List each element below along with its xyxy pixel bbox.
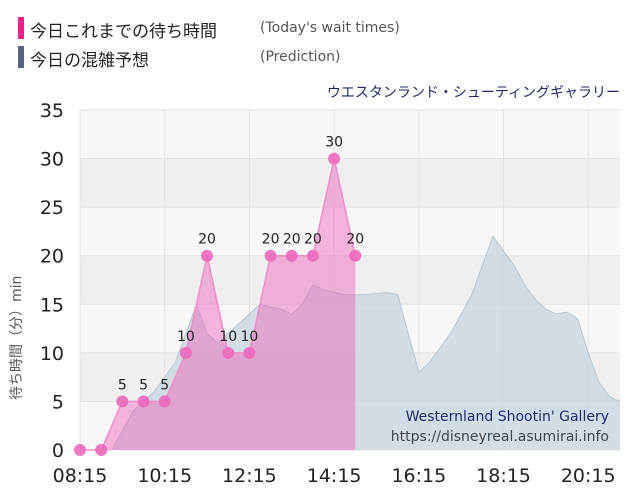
x-tick-label: 16:15 bbox=[391, 465, 446, 487]
today-point bbox=[264, 249, 277, 262]
today-point bbox=[349, 249, 362, 262]
data-points bbox=[74, 152, 362, 456]
today-point bbox=[222, 346, 235, 359]
legend-today: 今日これまでの待ち時間 (Today's wait times) bbox=[18, 14, 438, 43]
today-point-label: 20 bbox=[198, 232, 216, 248]
today-point bbox=[201, 249, 214, 262]
today-point bbox=[74, 444, 86, 456]
y-ticks: 0 5 10 15 20 25 30 35 bbox=[40, 100, 64, 462]
today-point-label: 10 bbox=[219, 329, 237, 345]
today-point-label: 10 bbox=[240, 329, 258, 345]
today-point-label: 20 bbox=[262, 232, 280, 248]
y-tick-label: 0 bbox=[52, 440, 64, 462]
today-point-label: 20 bbox=[304, 232, 322, 248]
today-point-label: 5 bbox=[139, 377, 148, 393]
x-tick-label: 12:15 bbox=[222, 465, 277, 487]
y-tick-label: 30 bbox=[40, 149, 64, 171]
x-ticks: 08:15 10:15 12:15 14:15 16:15 18:15 20:15 bbox=[53, 465, 616, 487]
legend-prediction-label: 今日の混雑予想 bbox=[30, 51, 149, 71]
today-point bbox=[285, 249, 298, 262]
today-point-label: 30 bbox=[325, 135, 343, 151]
x-tick-label: 08:15 bbox=[53, 465, 108, 487]
today-point-label: 20 bbox=[283, 232, 301, 248]
prediction-area bbox=[80, 236, 620, 450]
legend: 今日これまでの待ち時間 (Today's wait times) 今日の混雑予想… bbox=[18, 14, 438, 72]
y-tick-label: 10 bbox=[40, 343, 64, 365]
today-point bbox=[158, 395, 171, 408]
y-tick-label: 5 bbox=[52, 391, 64, 413]
today-point-label: 10 bbox=[177, 329, 195, 345]
x-tick-label: 18:15 bbox=[476, 465, 531, 487]
today-point bbox=[95, 444, 108, 456]
today-point bbox=[328, 152, 341, 165]
x-tick-label: 10:15 bbox=[137, 465, 192, 487]
chart-title: ウエスタンランド・シューティングギャラリー bbox=[326, 85, 620, 101]
today-point bbox=[243, 346, 256, 359]
today-point-label: 5 bbox=[118, 377, 127, 393]
y-tick-label: 20 bbox=[40, 246, 64, 268]
x-tick-label: 20:15 bbox=[561, 465, 616, 487]
watermark-name: Westernland Shootin' Gallery bbox=[406, 409, 609, 425]
x-tick-label: 14:15 bbox=[307, 465, 362, 487]
legend-prediction: 今日の混雑予想 (Prediction) bbox=[18, 43, 438, 72]
legend-prediction-sub: (Prediction) bbox=[260, 49, 341, 65]
today-point bbox=[116, 395, 129, 408]
today-point bbox=[306, 249, 319, 262]
today-point bbox=[179, 346, 192, 359]
legend-today-label: 今日これまでの待ち時間 bbox=[30, 22, 217, 42]
y-tick-label: 15 bbox=[40, 294, 64, 316]
legend-prediction-swatch bbox=[18, 46, 24, 68]
legend-today-sub: (Today's wait times) bbox=[260, 20, 400, 36]
today-area bbox=[80, 158, 356, 451]
today-point-label: 20 bbox=[346, 232, 364, 248]
today-point-label: 5 bbox=[160, 377, 169, 393]
today-point bbox=[137, 395, 150, 408]
plot-band bbox=[80, 110, 620, 159]
plot-band bbox=[80, 158, 620, 208]
y-tick-label: 35 bbox=[40, 100, 64, 122]
legend-today-swatch bbox=[18, 17, 24, 39]
y-tick-label: 25 bbox=[40, 197, 64, 219]
watermark-url: https://disneyreal.asumirai.info bbox=[391, 429, 609, 445]
prediction-line bbox=[80, 235, 621, 451]
